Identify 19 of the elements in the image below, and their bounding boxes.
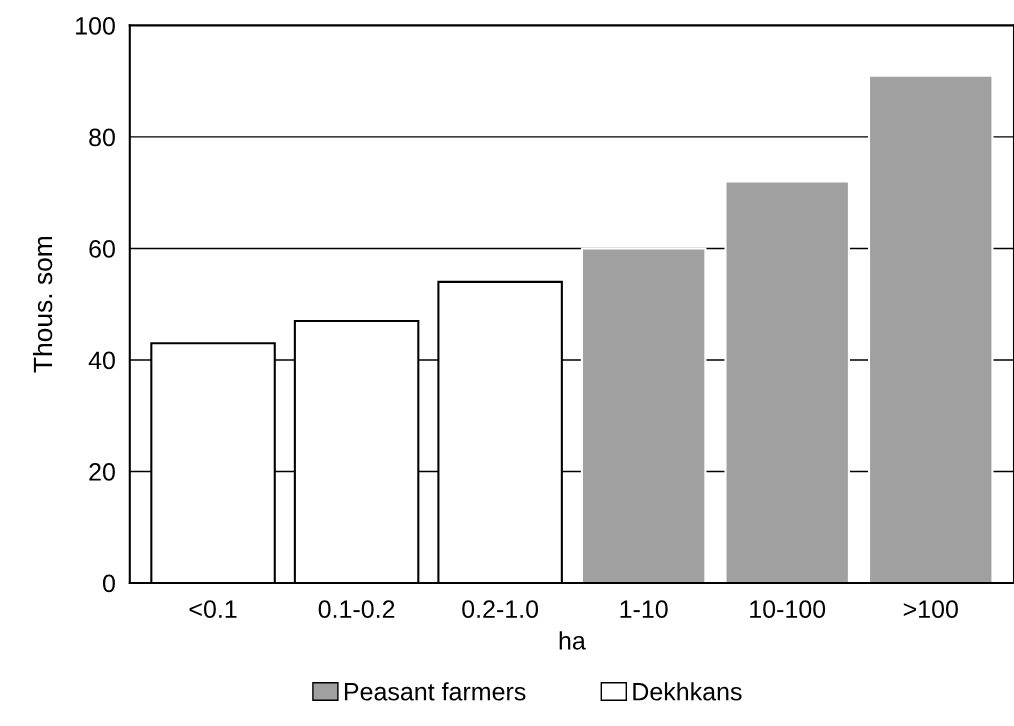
x-tick-label: >100 [903,600,958,619]
x-tick-label: 0.2-1.0 [462,600,539,619]
x-tick-label: 10-100 [750,600,826,619]
x-tick-label: <0.1 [189,600,237,619]
x-axis-title: ha [559,631,586,650]
y-tick-label: 60 [89,240,115,258]
x-tick-label: 0.1-0.2 [318,600,395,619]
legend-label: Dekhkans [633,682,742,701]
x-tick-label: 1-10 [620,600,668,619]
legend-label: Peasant farmers [344,682,526,701]
bar [867,74,994,583]
y-tick-label: 20 [89,463,115,481]
bar [724,180,850,583]
y-axis-title: Thous. som [32,237,53,373]
y-tick-label: 80 [89,128,115,147]
y-tick-label: 40 [88,351,115,370]
y-tick-label: 0 [102,574,115,593]
y-tick-label: 100 [76,17,115,35]
bar [580,247,707,583]
